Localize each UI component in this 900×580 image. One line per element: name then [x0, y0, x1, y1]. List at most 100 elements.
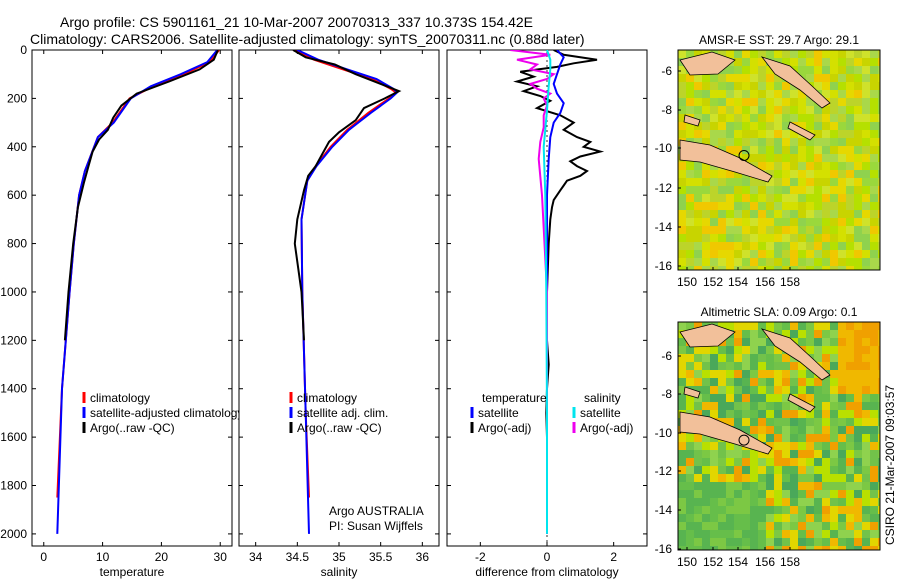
- map-cell: [814, 482, 822, 490]
- map-cell: [686, 434, 694, 442]
- map-cell: [830, 234, 838, 242]
- map-cell: [814, 522, 822, 530]
- map-cell: [798, 362, 806, 370]
- map-cell: [694, 178, 702, 186]
- map-cell: [782, 426, 790, 434]
- map-cell: [758, 154, 766, 162]
- map-cell: [758, 266, 766, 270]
- map-cell: [814, 546, 822, 550]
- map-cell: [790, 530, 798, 538]
- map-y-tick-label: -10: [655, 141, 673, 155]
- map-cell: [726, 138, 734, 146]
- map-cell: [750, 186, 758, 194]
- map-cell: [822, 394, 830, 402]
- map-cell: [750, 450, 758, 458]
- map-cell: [702, 386, 710, 394]
- map-cell: [830, 66, 838, 74]
- map-cell: [774, 450, 782, 458]
- map-cell: [806, 74, 814, 82]
- map-cell: [846, 466, 854, 474]
- map-cell: [766, 530, 774, 538]
- map-cell: [766, 522, 774, 530]
- map-cell: [750, 522, 758, 530]
- map-cell: [838, 242, 846, 250]
- map-cell: [726, 74, 734, 82]
- map-cell: [702, 498, 710, 506]
- map-cell: [734, 138, 742, 146]
- map-cell: [734, 330, 742, 338]
- map-cell: [838, 74, 846, 82]
- map-cell: [782, 370, 790, 378]
- map-cell: [790, 234, 798, 242]
- x-tick-label: 0: [544, 550, 551, 564]
- y-tick-label: 1800: [0, 479, 27, 493]
- map-cell: [750, 266, 758, 270]
- map-cell: [750, 546, 758, 550]
- map-cell: [806, 346, 814, 354]
- map-cell: [830, 74, 838, 82]
- map-cell: [862, 410, 870, 418]
- map-cell: [750, 410, 758, 418]
- map-cell: [766, 170, 774, 178]
- map-cell: [862, 362, 870, 370]
- map-cell: [862, 394, 870, 402]
- map-cell: [870, 322, 878, 330]
- map-cell: [710, 514, 718, 522]
- map-cell: [718, 354, 726, 362]
- map-cell: [870, 498, 878, 506]
- map-cell: [830, 370, 838, 378]
- map-cell: [870, 66, 878, 74]
- map-cell: [742, 418, 750, 426]
- map-cell: [750, 386, 758, 394]
- map-cell: [718, 442, 726, 450]
- map-cell: [862, 90, 870, 98]
- map-cell: [846, 186, 854, 194]
- map-cell: [862, 114, 870, 122]
- map-cell: [838, 250, 846, 258]
- map-cell: [870, 106, 878, 114]
- map-cell: [830, 50, 838, 58]
- map-cell: [734, 242, 742, 250]
- map-cell: [806, 50, 814, 58]
- map-cell: [806, 458, 814, 466]
- map-cell: [878, 482, 880, 490]
- map-cell: [766, 250, 774, 258]
- map-cell: [790, 58, 798, 66]
- map-cell: [790, 426, 798, 434]
- map-cell: [806, 178, 814, 186]
- map-cell: [854, 50, 862, 58]
- map-cell: [830, 226, 838, 234]
- map-cell: [726, 106, 734, 114]
- map-cell: [726, 242, 734, 250]
- map-cell: [782, 434, 790, 442]
- map-cell: [830, 202, 838, 210]
- map-cell: [782, 322, 790, 330]
- map-cell: [782, 186, 790, 194]
- map-cell: [798, 522, 806, 530]
- map-cell: [790, 162, 798, 170]
- map-cell: [862, 514, 870, 522]
- map-cell: [806, 170, 814, 178]
- map-cell: [862, 450, 870, 458]
- map-cell: [750, 218, 758, 226]
- map-cell: [830, 210, 838, 218]
- y-tick-label: 1400: [0, 382, 27, 396]
- x-tick-label: -2: [475, 550, 486, 564]
- land-mass: [787, 393, 816, 413]
- map-panel-1: AMSR-E SST: 29.7 Argo: 29.1 150 152 154 156 1…: [655, 33, 881, 289]
- map-cell: [790, 154, 798, 162]
- map-cell: [798, 514, 806, 522]
- map-cell: [710, 106, 718, 114]
- map-cell: [838, 58, 846, 66]
- map-cell: [758, 458, 766, 466]
- series-line-argo: [292, 50, 402, 341]
- map-cell: [766, 378, 774, 386]
- map-cell: [814, 178, 822, 186]
- map-cell: [854, 146, 862, 154]
- map-cell: [806, 322, 814, 330]
- map-cell: [782, 466, 790, 474]
- map-cell: [862, 426, 870, 434]
- map-cell: [822, 322, 830, 330]
- map-cell: [846, 322, 854, 330]
- map-x-tick-label: 150: [677, 555, 697, 569]
